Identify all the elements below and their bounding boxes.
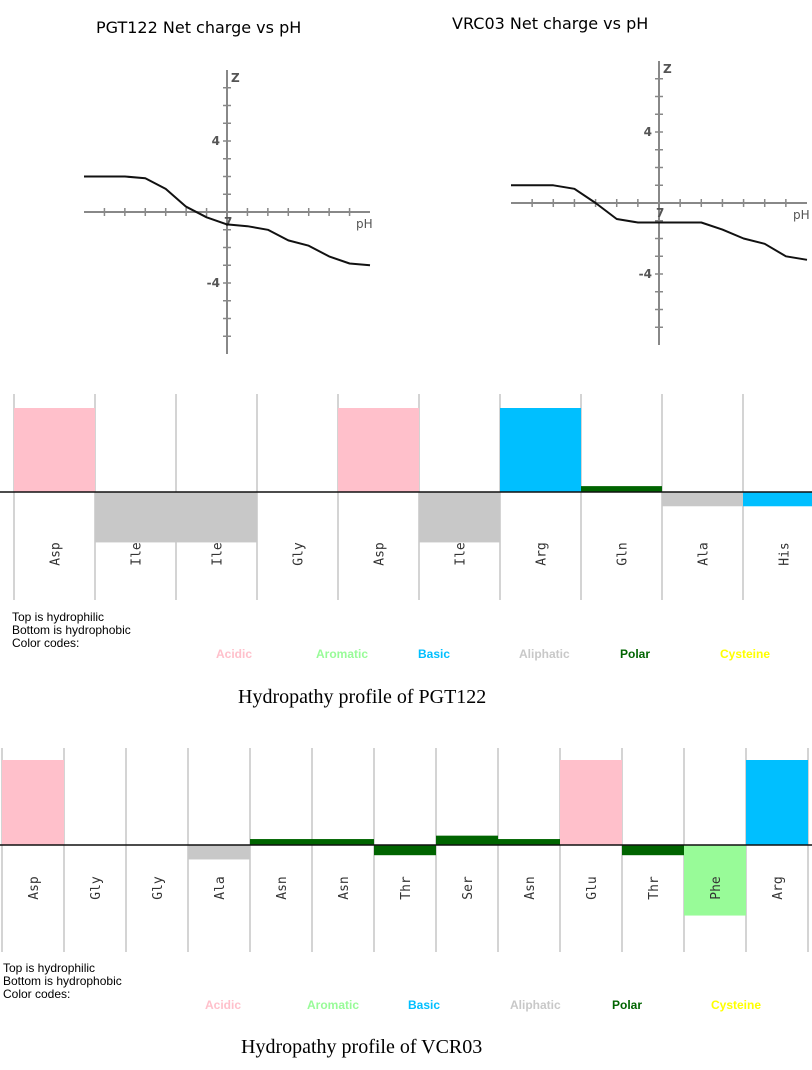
residue-label: Gln xyxy=(616,542,631,565)
hydropathy-bar xyxy=(436,835,498,845)
residue-label: Asn xyxy=(523,876,538,899)
hydropathy-bar xyxy=(250,839,312,845)
residue-label: Ile xyxy=(454,542,469,566)
residue-label: His xyxy=(778,542,793,565)
residue-label: Arg xyxy=(771,876,786,899)
legend-polar: Polar xyxy=(612,998,643,1012)
legend-cysteine: Cysteine xyxy=(720,647,771,661)
legend-basic: Basic xyxy=(418,647,451,661)
residue-label: Asp xyxy=(49,542,64,566)
legend-cysteine: Cysteine xyxy=(711,998,762,1012)
hydropathy-bar xyxy=(14,408,95,492)
residue-label: Asp xyxy=(373,542,388,566)
hydropathy-bar xyxy=(2,760,64,845)
color-codes-label: Color codes: xyxy=(3,987,71,1001)
residue-label: Asn xyxy=(275,876,290,899)
legend-aromatic: Aromatic xyxy=(307,998,360,1012)
profile1-legend: Acidic Aromatic Basic Aliphatic Polar Cystein… xyxy=(0,647,812,663)
hydropathy-bar xyxy=(338,408,419,492)
charge-curve xyxy=(84,175,371,267)
bottom-note: Bottom is hydrophobic xyxy=(3,974,122,988)
hydropathy-bar xyxy=(581,486,662,492)
vcr03-hydropathy-chart: Asp Gly Gly Ala Asn Asn Thr Ser Asn Glu Thr Phe Arg xyxy=(0,748,812,952)
residue-label: Asn xyxy=(337,876,352,899)
y-tick-label: -4 xyxy=(207,276,220,290)
profile1-notes: Top is hydrophilic Bottom is hydrophobic… xyxy=(12,611,131,650)
vrc03-charge-title: VRC03 Net charge vs pH xyxy=(452,14,649,33)
vcr03-hydropathy-caption: Hydropathy profile of VCR03 xyxy=(241,1036,483,1058)
profile2-legend: Acidic Aromatic Basic Aliphatic Polar Cystein… xyxy=(0,998,812,1014)
residue-label: Gly xyxy=(151,876,166,900)
legend-polar: Polar xyxy=(620,647,651,661)
hydropathy-bar xyxy=(560,760,622,845)
legend-acidic: Acidic xyxy=(216,647,253,661)
y-tick-label: 4 xyxy=(212,134,220,148)
residue-label: Ile xyxy=(130,542,145,566)
residue-label: Ala xyxy=(697,542,712,565)
charge-curve xyxy=(511,184,808,261)
y-tick-label: 4 xyxy=(644,125,652,139)
vrc03-charge-chart: 7 4 -4 pH Z xyxy=(511,61,810,345)
hydropathy-bar xyxy=(188,845,250,860)
bottom-note: Bottom is hydrophobic xyxy=(12,623,131,637)
residue-label: Thr xyxy=(399,876,414,900)
residue-label: Arg xyxy=(535,542,550,565)
x-axis-label: pH xyxy=(793,208,810,222)
pgt122-hydropathy-caption: Hydropathy profile of PGT122 xyxy=(238,686,487,708)
top-note: Top is hydrophilic xyxy=(3,961,96,975)
hydropathy-bar xyxy=(500,408,581,492)
residue-label: Phe xyxy=(709,876,724,900)
pgt122-hydropathy-chart: Asp Ile Ile Gly Asp Ile Arg Gln Ala His xyxy=(0,394,812,600)
residue-label: Ala xyxy=(213,876,228,899)
y-axis-label: Z xyxy=(231,71,240,85)
residue-label: Gly xyxy=(89,876,104,900)
residue-label: Ser xyxy=(461,876,476,900)
legend-aliphatic: Aliphatic xyxy=(519,647,570,661)
legend-acidic: Acidic xyxy=(205,998,242,1012)
residue-label: Glu xyxy=(585,876,600,899)
legend-basic: Basic xyxy=(408,998,441,1012)
residue-label: Asp xyxy=(27,876,42,900)
pgt122-charge-title: PGT122 Net charge vs pH xyxy=(96,18,302,37)
hydropathy-bar xyxy=(622,845,684,856)
pgt122-charge-chart: 7 4 -4 pH Z xyxy=(84,70,373,354)
residue-label: Ile xyxy=(211,542,226,566)
legend-aromatic: Aromatic xyxy=(316,647,369,661)
profile2-notes: Top is hydrophilic Bottom is hydrophobic… xyxy=(3,962,122,1001)
x-tick-label: 7 xyxy=(224,215,232,229)
x-tick-label: 7 xyxy=(656,206,664,220)
color-codes-label: Color codes: xyxy=(12,636,80,650)
hydropathy-bar xyxy=(95,492,176,543)
x-axis-label: pH xyxy=(356,217,373,231)
top-note: Top is hydrophilic xyxy=(12,610,105,624)
residue-label: Thr xyxy=(647,876,662,900)
hydropathy-bar xyxy=(312,839,374,845)
hydropathy-bar xyxy=(498,839,560,845)
hydropathy-bar xyxy=(684,845,746,916)
legend-aliphatic: Aliphatic xyxy=(510,998,561,1012)
y-axis-label: Z xyxy=(663,62,672,76)
y-tick-label: -4 xyxy=(639,267,652,281)
hydropathy-bar xyxy=(176,492,257,543)
hydropathy-bar xyxy=(746,760,808,845)
residue-label: Gly xyxy=(292,542,307,566)
hydropathy-bar xyxy=(662,492,743,507)
hydropathy-bar xyxy=(374,845,436,856)
hydropathy-bar xyxy=(743,492,812,507)
hydropathy-bar xyxy=(419,492,500,543)
